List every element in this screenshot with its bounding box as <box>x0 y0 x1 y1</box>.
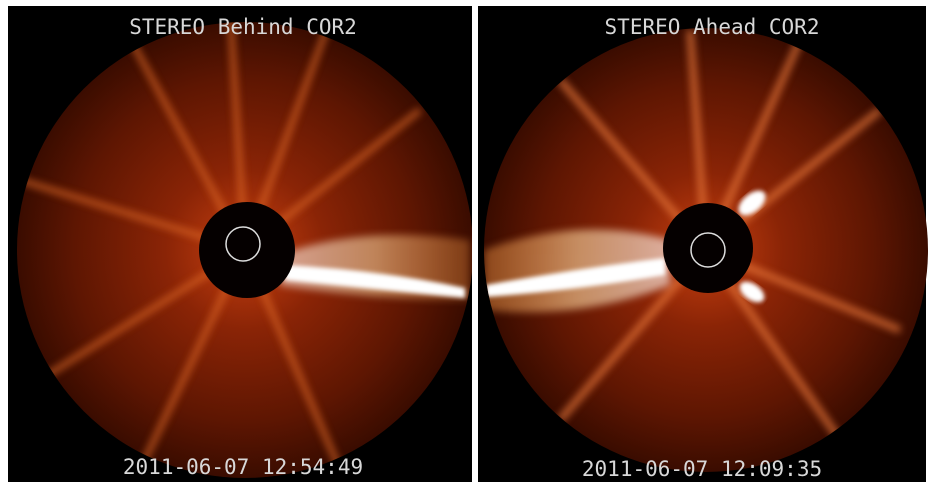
cme-part <box>285 265 465 298</box>
panel-title: STEREO Ahead COR2 <box>605 15 820 39</box>
divider <box>472 0 478 484</box>
cme <box>484 190 766 313</box>
cme-part <box>738 190 766 216</box>
timestamp: 2011-06-07 12:54:49 <box>123 455 363 479</box>
sun-outline <box>690 232 726 268</box>
cme <box>280 235 470 300</box>
panel-behind: STEREO Behind COR2 2011-06-07 12:54:49 <box>8 6 473 482</box>
occulter <box>663 203 753 293</box>
cme-part <box>486 258 665 297</box>
panel-ahead: STEREO Ahead COR2 2011-06-07 12:09:35 <box>478 6 928 482</box>
cme-part <box>739 281 765 303</box>
sun-outline <box>225 226 261 262</box>
panel-title: STEREO Behind COR2 <box>129 15 357 39</box>
timestamp: 2011-06-07 12:09:35 <box>582 457 822 481</box>
occulter <box>199 202 295 298</box>
